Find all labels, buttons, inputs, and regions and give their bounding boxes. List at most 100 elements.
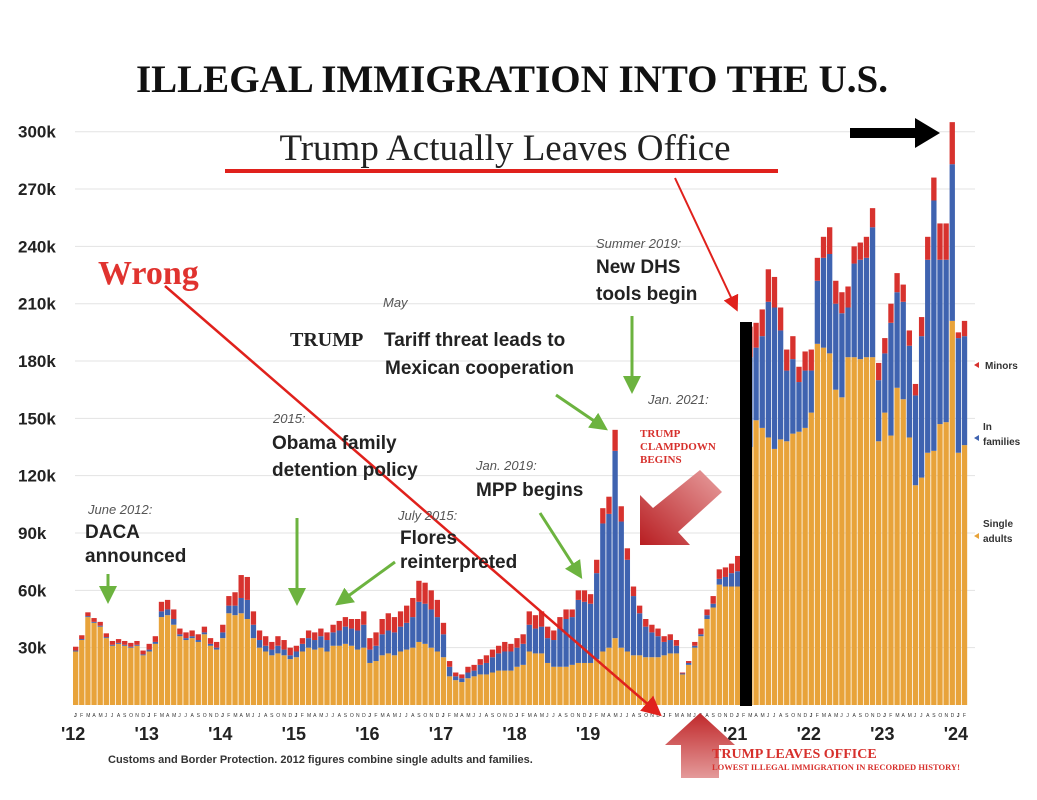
bar-in-families	[379, 634, 385, 656]
bar-in-families	[618, 521, 624, 648]
bar-minors	[85, 612, 91, 617]
bar-single-adults	[759, 427, 765, 705]
bar-single-adults	[569, 664, 575, 705]
legend-families-line2: families	[983, 437, 1021, 448]
month-tick-label: D	[215, 713, 219, 719]
bar-minors	[410, 597, 416, 618]
month-tick-label: J	[773, 713, 776, 719]
wrong-label: Wrong	[98, 255, 199, 292]
bar-single-adults	[336, 645, 342, 705]
month-tick-label: J	[883, 713, 886, 719]
year-tick-label: '12	[61, 724, 85, 744]
y-tick-label: 30k	[18, 639, 47, 658]
bar-minors	[171, 609, 177, 619]
month-tick-label: N	[944, 713, 948, 719]
legend: Minors In families Single adults	[974, 361, 1021, 545]
bar-minors	[814, 257, 821, 281]
bar-single-adults	[698, 636, 704, 705]
bar-in-families	[171, 619, 177, 625]
bar-single-adults	[667, 653, 673, 705]
bar-in-families	[686, 662, 692, 665]
bar-in-families	[489, 657, 496, 673]
bar-single-adults	[753, 420, 759, 705]
month-tick-label: O	[350, 713, 354, 719]
month-tick-label: A	[313, 713, 317, 719]
bar-minors	[587, 594, 594, 604]
month-tick-label: A	[779, 713, 783, 719]
bar-minors	[477, 659, 483, 665]
bar-single-adults	[888, 435, 894, 705]
bar-in-families	[73, 650, 79, 652]
bar-single-adults	[882, 412, 888, 705]
month-tick-label: F	[374, 713, 377, 719]
annotation-date: Jan. 2019:	[475, 458, 537, 473]
month-tick-label: M	[761, 713, 765, 719]
bar-single-adults	[171, 624, 177, 705]
month-tick-label: N	[209, 713, 213, 719]
bar-in-families	[495, 653, 502, 671]
bar-minors	[275, 636, 281, 646]
bar-single-adults	[894, 387, 900, 705]
bar-minors	[698, 628, 704, 635]
bar-single-adults	[814, 343, 821, 705]
bar-minors	[471, 664, 477, 671]
bar-minors	[164, 599, 171, 610]
bar-minors	[256, 630, 263, 641]
month-tick-label: M	[528, 713, 532, 719]
month-tick-label: A	[166, 713, 170, 719]
bar-single-adults	[526, 651, 532, 705]
year-tick-label: '18	[502, 724, 526, 744]
bar-in-families	[318, 636, 324, 648]
bar-minors	[931, 177, 937, 201]
month-tick-label: O	[497, 713, 501, 719]
bar-single-adults	[606, 647, 612, 705]
y-tick-label: 300k	[18, 123, 56, 142]
bar-in-families	[906, 345, 913, 438]
year-tick-label: '14	[208, 724, 232, 744]
bar-in-families	[722, 576, 729, 587]
month-tick-label: A	[485, 713, 489, 719]
headline-text: Trump Actually Leaves Office	[279, 128, 730, 169]
bar-single-adults	[373, 661, 379, 705]
y-axis: 30k 60k 90k 120k 150k 180k 210k 240k 270k 300k	[18, 123, 56, 658]
y-tick-label: 180k	[18, 352, 56, 371]
bar-single-adults	[318, 647, 324, 705]
bar-in-families	[422, 603, 428, 644]
month-tick-label: M	[319, 713, 323, 719]
bar-single-adults	[140, 655, 146, 705]
bar-in-families	[894, 292, 900, 388]
bar-in-families	[312, 640, 318, 650]
bar-minors	[342, 617, 349, 627]
bars	[73, 122, 968, 706]
bar-single-adults	[287, 659, 293, 705]
bar-single-adults	[232, 615, 238, 705]
month-tick-label: J	[258, 713, 261, 719]
clampdown-line: BEGINS	[640, 454, 682, 466]
bar-in-families	[299, 643, 306, 652]
bar-minors	[201, 626, 208, 633]
bar-minors	[152, 636, 159, 642]
month-tick-label: D	[583, 713, 587, 719]
month-tick-label: A	[190, 713, 194, 719]
bar-single-adults	[820, 347, 827, 705]
bar-single-adults	[207, 645, 214, 705]
bar-single-adults	[612, 638, 618, 706]
month-tick-label: A	[558, 713, 562, 719]
month-tick-label: A	[853, 713, 857, 719]
bar-in-families	[397, 626, 404, 652]
bar-minors	[863, 236, 870, 258]
bar-minors	[250, 611, 257, 625]
month-tick-label: A	[411, 713, 415, 719]
bar-minors	[961, 320, 968, 337]
month-tick-label: J	[148, 713, 151, 719]
annotation-text: detention policy	[272, 460, 418, 481]
bar-minors	[575, 590, 581, 600]
annotation-text: DACA	[85, 522, 140, 543]
bar-minors	[655, 628, 661, 637]
bar-single-adults	[618, 647, 624, 705]
month-tick-label: S	[859, 713, 863, 719]
bar-single-adults	[348, 645, 355, 705]
bar-minors	[918, 317, 925, 337]
bar-single-adults	[122, 645, 128, 705]
bar-single-adults	[263, 651, 269, 705]
